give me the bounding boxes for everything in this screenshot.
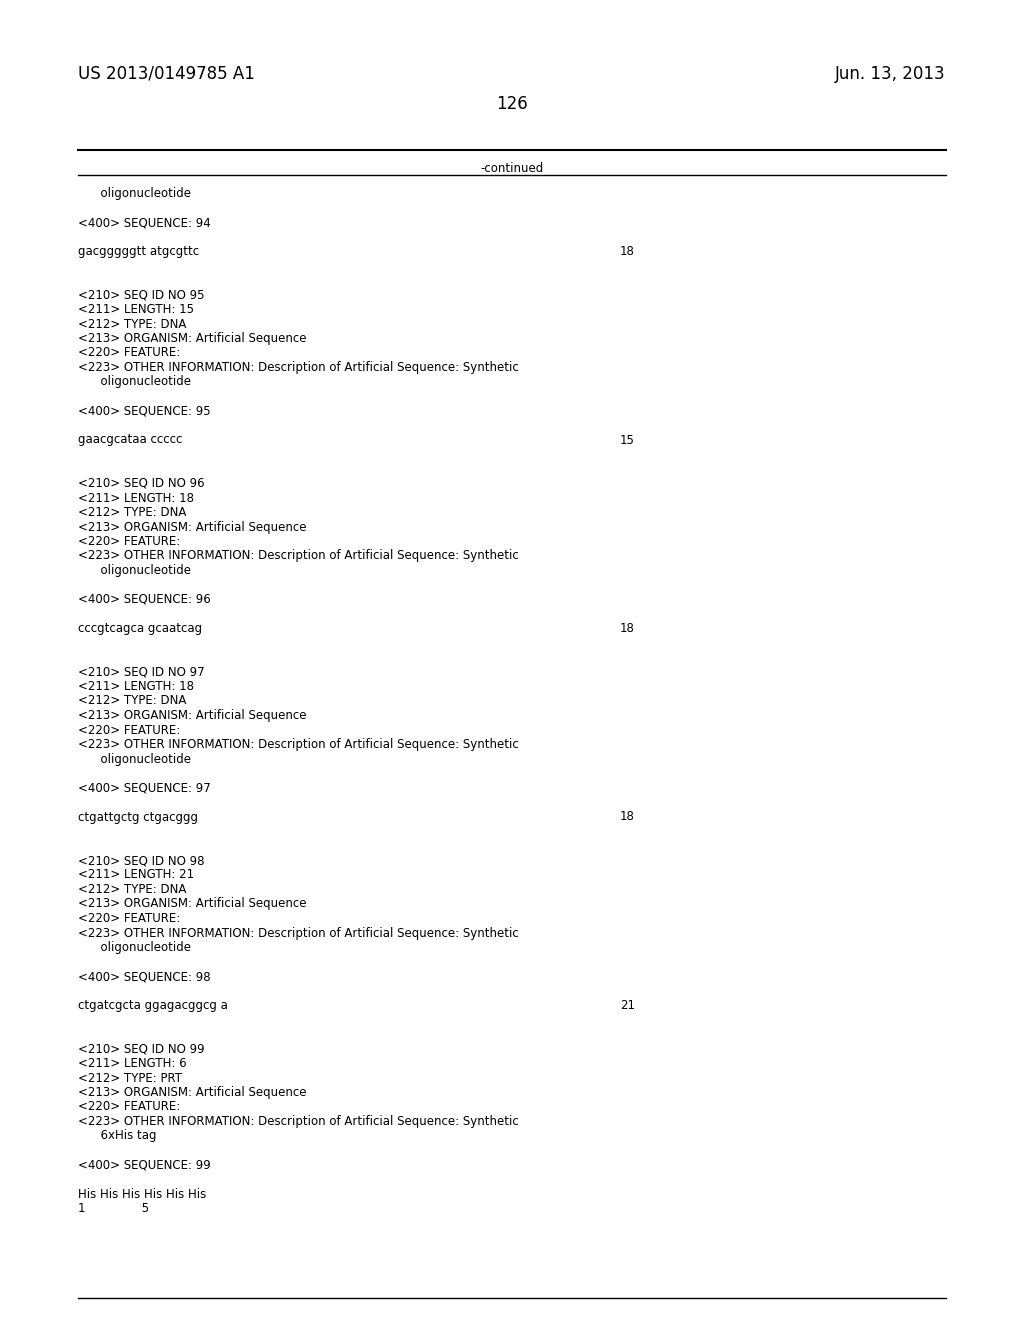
Text: <212> TYPE: PRT: <212> TYPE: PRT [78,1072,182,1085]
Text: <220> FEATURE:: <220> FEATURE: [78,346,180,359]
Text: <211> LENGTH: 6: <211> LENGTH: 6 [78,1057,186,1071]
Text: <400> SEQUENCE: 98: <400> SEQUENCE: 98 [78,970,211,983]
Text: <220> FEATURE:: <220> FEATURE: [78,1101,180,1114]
Text: oligonucleotide: oligonucleotide [78,187,191,201]
Text: <220> FEATURE:: <220> FEATURE: [78,535,180,548]
Text: <210> SEQ ID NO 96: <210> SEQ ID NO 96 [78,477,205,490]
Text: ctgattgctg ctgacggg: ctgattgctg ctgacggg [78,810,198,824]
Text: <223> OTHER INFORMATION: Description of Artificial Sequence: Synthetic: <223> OTHER INFORMATION: Description of … [78,549,519,562]
Text: <400> SEQUENCE: 94: <400> SEQUENCE: 94 [78,216,211,228]
Text: oligonucleotide: oligonucleotide [78,752,191,766]
Text: <400> SEQUENCE: 96: <400> SEQUENCE: 96 [78,593,211,606]
Text: oligonucleotide: oligonucleotide [78,564,191,577]
Text: <223> OTHER INFORMATION: Description of Artificial Sequence: Synthetic: <223> OTHER INFORMATION: Description of … [78,1115,519,1129]
Text: <213> ORGANISM: Artificial Sequence: <213> ORGANISM: Artificial Sequence [78,1086,306,1100]
Text: <211> LENGTH: 21: <211> LENGTH: 21 [78,869,195,882]
Text: ctgatcgcta ggagacggcg a: ctgatcgcta ggagacggcg a [78,999,228,1012]
Text: <223> OTHER INFORMATION: Description of Artificial Sequence: Synthetic: <223> OTHER INFORMATION: Description of … [78,360,519,374]
Text: <223> OTHER INFORMATION: Description of Artificial Sequence: Synthetic: <223> OTHER INFORMATION: Description of … [78,738,519,751]
Text: <223> OTHER INFORMATION: Description of Artificial Sequence: Synthetic: <223> OTHER INFORMATION: Description of … [78,927,519,940]
Text: <212> TYPE: DNA: <212> TYPE: DNA [78,318,186,330]
Text: 21: 21 [620,999,635,1012]
Text: 18: 18 [621,810,635,824]
Text: <212> TYPE: DNA: <212> TYPE: DNA [78,694,186,708]
Text: 18: 18 [621,246,635,257]
Text: <212> TYPE: DNA: <212> TYPE: DNA [78,883,186,896]
Text: <213> ORGANISM: Artificial Sequence: <213> ORGANISM: Artificial Sequence [78,898,306,911]
Text: 6xHis tag: 6xHis tag [78,1130,157,1143]
Text: <400> SEQUENCE: 99: <400> SEQUENCE: 99 [78,1159,211,1172]
Text: US 2013/0149785 A1: US 2013/0149785 A1 [78,65,255,83]
Text: <210> SEQ ID NO 95: <210> SEQ ID NO 95 [78,289,205,301]
Text: <211> LENGTH: 15: <211> LENGTH: 15 [78,304,194,315]
Text: oligonucleotide: oligonucleotide [78,941,191,954]
Text: <212> TYPE: DNA: <212> TYPE: DNA [78,506,186,519]
Text: <400> SEQUENCE: 97: <400> SEQUENCE: 97 [78,781,211,795]
Text: -continued: -continued [480,162,544,176]
Text: oligonucleotide: oligonucleotide [78,375,191,388]
Text: <210> SEQ ID NO 98: <210> SEQ ID NO 98 [78,854,205,867]
Text: 18: 18 [621,622,635,635]
Text: cccgtcagca gcaatcag: cccgtcagca gcaatcag [78,622,202,635]
Text: <213> ORGANISM: Artificial Sequence: <213> ORGANISM: Artificial Sequence [78,520,306,533]
Text: <210> SEQ ID NO 99: <210> SEQ ID NO 99 [78,1043,205,1056]
Text: 126: 126 [496,95,528,114]
Text: <211> LENGTH: 18: <211> LENGTH: 18 [78,491,194,504]
Text: <210> SEQ ID NO 97: <210> SEQ ID NO 97 [78,665,205,678]
Text: <400> SEQUENCE: 95: <400> SEQUENCE: 95 [78,404,211,417]
Text: <211> LENGTH: 18: <211> LENGTH: 18 [78,680,194,693]
Text: 1               5: 1 5 [78,1203,150,1214]
Text: <220> FEATURE:: <220> FEATURE: [78,723,180,737]
Text: Jun. 13, 2013: Jun. 13, 2013 [836,65,946,83]
Text: His His His His His His: His His His His His His [78,1188,206,1200]
Text: 15: 15 [621,433,635,446]
Text: <213> ORGANISM: Artificial Sequence: <213> ORGANISM: Artificial Sequence [78,333,306,345]
Text: gacgggggtt atgcgttc: gacgggggtt atgcgttc [78,246,199,257]
Text: <220> FEATURE:: <220> FEATURE: [78,912,180,925]
Text: <213> ORGANISM: Artificial Sequence: <213> ORGANISM: Artificial Sequence [78,709,306,722]
Text: gaacgcataa ccccc: gaacgcataa ccccc [78,433,182,446]
